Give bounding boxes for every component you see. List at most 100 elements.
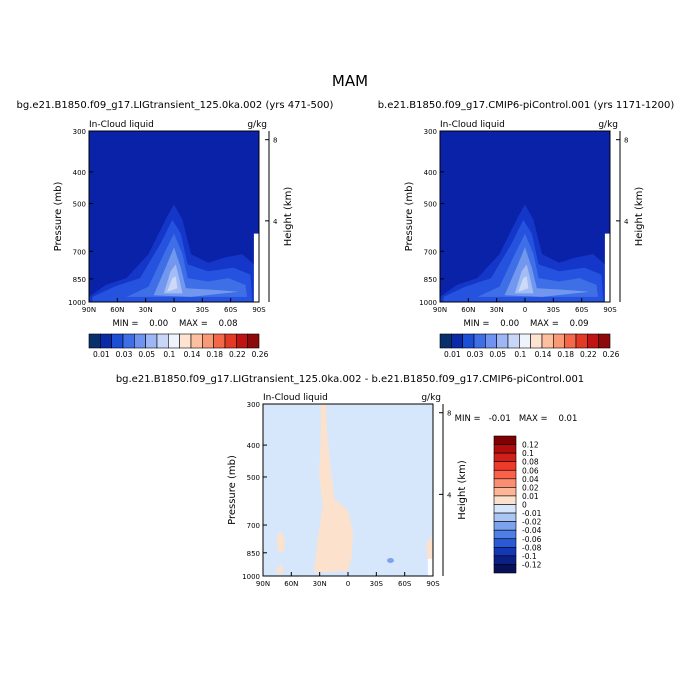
colorbar-label: 0.18 [206, 350, 223, 359]
x-tick-label: 60S [398, 580, 412, 588]
colorbar-label: 0.03 [467, 350, 484, 359]
colorbar-label: 0.01 [444, 350, 461, 359]
colorbar-swatch [179, 333, 192, 349]
y-tick-label: 400 [247, 442, 260, 450]
x-tick-label: 90S [426, 580, 440, 588]
y-tick-label: 1000 [419, 299, 437, 307]
colorbar-swatch [145, 333, 158, 349]
colorbar-swatch [493, 529, 517, 540]
y-tick-label: 300 [247, 401, 260, 409]
y-tick-label: 700 [73, 248, 86, 256]
colorbar-swatch [485, 333, 497, 349]
colorbar-swatch [587, 333, 599, 349]
colorbar-label: 0 [522, 501, 527, 510]
colorbar-label: 0.22 [229, 350, 246, 359]
colorbar-swatch [493, 555, 517, 565]
colorbar-swatch [493, 547, 517, 557]
contour-level-6 [518, 276, 529, 292]
colorbar-swatch [451, 333, 463, 349]
right-tick-label: 4 [624, 218, 629, 226]
variable-label: In-Cloud liquid [89, 120, 154, 130]
contour-level-3 [126, 233, 248, 297]
colorbar-label: 0.1 [163, 350, 175, 359]
colorbar-label: 0.26 [603, 350, 620, 359]
y-tick-label: 400 [424, 169, 437, 177]
colorbar-swatch [493, 521, 517, 531]
colorbar-swatch [156, 333, 169, 349]
right-axis-title: Height (km) [283, 187, 294, 247]
y-tick-label: 850 [73, 276, 86, 284]
y-tick-label: 400 [73, 169, 86, 177]
x-tick-label: 60S [224, 306, 238, 314]
colorbar-label: 0.26 [252, 350, 269, 359]
colorbar-swatch [541, 333, 554, 349]
y-tick-label: 500 [247, 474, 260, 482]
y-tick-label: 1000 [68, 299, 86, 307]
colorbar-swatch [100, 333, 112, 349]
contour-pos-blob-3 [426, 534, 433, 563]
x-tick-label: 60N [110, 306, 124, 314]
colorbar-label: 0.12 [522, 441, 539, 450]
colorbar-label: 0.04 [522, 475, 539, 484]
y-axis-title: Pressure (mb) [53, 182, 64, 252]
colorbar-swatch [439, 333, 452, 349]
colorbar-swatch [493, 495, 517, 505]
colorbar-label: 0.01 [93, 350, 110, 359]
colorbar-swatch [519, 333, 531, 349]
colorbar-label: 0.05 [138, 350, 155, 359]
colorbar-label: 0.22 [580, 350, 597, 359]
right-tick-label: 8 [624, 137, 628, 145]
colorbar-swatch [493, 512, 517, 522]
colorbar-label: -0.02 [522, 518, 542, 527]
y-axis-title: Pressure (mb) [404, 182, 415, 252]
units-label: g/kg [598, 120, 618, 130]
x-tick-label: 30S [547, 306, 561, 314]
colorbar-label: 0.02 [522, 483, 539, 492]
colorbar-swatch [202, 333, 214, 349]
colorbar-label: 0.14 [184, 350, 201, 359]
units-label: g/kg [247, 120, 267, 130]
colorbar-swatch [493, 444, 517, 454]
colorbar-swatch [224, 333, 237, 349]
colorbar-swatch [247, 333, 260, 349]
colorbar-swatch [507, 333, 520, 349]
missing-data-mask [604, 233, 610, 302]
panel-a-title: bg.e21.B1850.f09_g17.LIGtransient_125.0k… [17, 100, 334, 111]
colorbar-swatch [564, 333, 577, 349]
x-tick-label: 60S [575, 306, 589, 314]
colorbar-label: -0.12 [522, 560, 542, 569]
colorbar-swatch [493, 487, 517, 497]
colorbar-swatch [493, 452, 517, 462]
colorbar-swatch [493, 538, 517, 548]
colorbar-swatch [111, 333, 124, 349]
x-tick-label: 0 [172, 306, 176, 314]
y-tick-label: 1000 [242, 573, 260, 581]
colorbar-swatch [190, 333, 203, 349]
x-tick-label: 90N [433, 306, 447, 314]
colorbar-diff: 0.120.10.080.060.040.020.010-0.01-0.02-0… [493, 435, 542, 574]
panel-b-title: b.e21.B1850.f09_g17.CMIP6-piControl.001 … [378, 100, 675, 111]
colorbar-label: 0.05 [489, 350, 506, 359]
colorbar-label: 0.14 [535, 350, 552, 359]
colorbar-swatch [553, 333, 565, 349]
x-tick-label: 0 [523, 306, 527, 314]
colorbar-label: -0.1 [522, 552, 537, 561]
x-tick-label: 60N [461, 306, 475, 314]
colorbar-label: 0.01 [522, 492, 539, 501]
colorbar-label: -0.01 [522, 509, 542, 518]
missing-data-mask [253, 233, 259, 302]
x-tick-label: 30N [313, 580, 327, 588]
colorbar-a: 0.01 0.03 0.05 0.1 0.14 0.18 0.22 0.26 [88, 333, 269, 359]
missing-data-mask [427, 558, 433, 576]
colorbar-swatch [493, 435, 517, 445]
x-tick-label: 30N [490, 306, 504, 314]
panel-a: In-Cloud liquid g/kg300400500700850100090… [53, 120, 294, 314]
contour-neg-blob [387, 558, 394, 564]
contour-level-6 [167, 276, 178, 292]
colorbar-swatch [493, 564, 517, 574]
colorbar-swatch [493, 504, 517, 514]
diff-stats: MIN = -0.01 MAX = 0.01 [455, 414, 578, 424]
x-tick-label: 0 [346, 580, 350, 588]
colorbar-swatch [88, 333, 101, 349]
